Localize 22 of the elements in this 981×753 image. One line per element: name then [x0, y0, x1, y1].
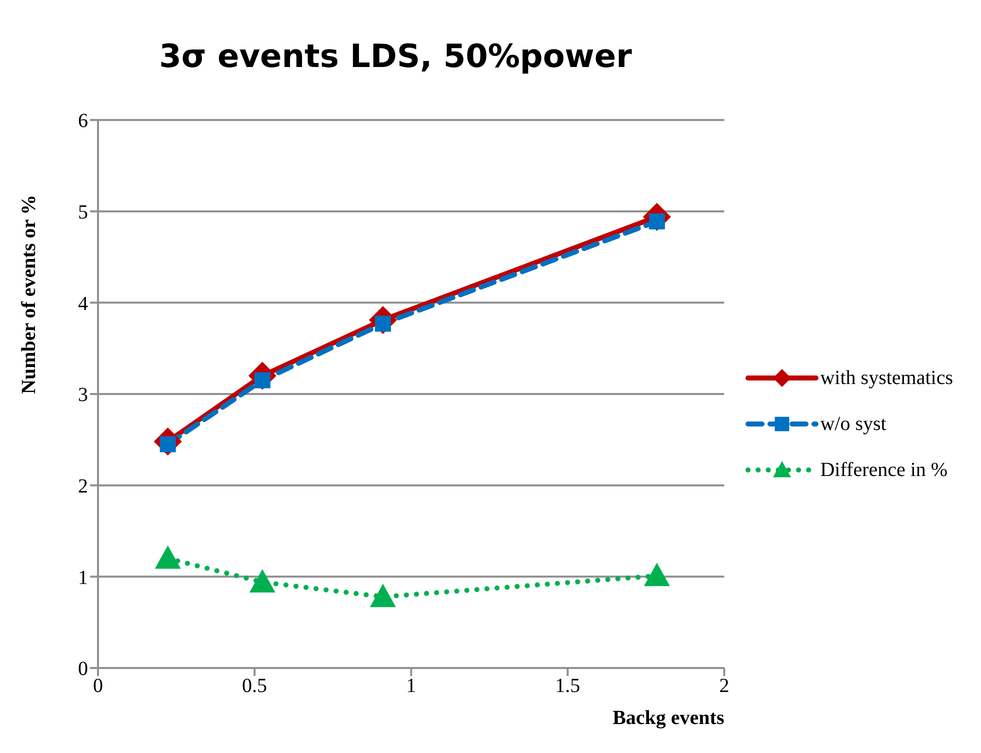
point: [249, 569, 276, 593]
y-tick-label: 0: [78, 658, 88, 680]
point: [644, 562, 670, 586]
legend-label: Difference in %: [820, 458, 948, 482]
x-tick-label: 1.5: [555, 675, 580, 698]
y-tick-label: 2: [78, 475, 88, 498]
y-tick-label: 4: [78, 292, 88, 315]
point: [154, 545, 181, 569]
x-tick-label: 1: [406, 675, 416, 698]
point: [370, 584, 396, 608]
y-tick-label: 1: [78, 566, 88, 589]
legend-label: w/o syst: [820, 412, 886, 436]
x-axis-title: Backg events: [612, 707, 724, 729]
y-tick-label: 5: [78, 201, 88, 224]
x-tick-label: 2: [719, 675, 730, 698]
y-axis-title: Number of events or %: [18, 194, 40, 394]
y-tick-label: 6: [78, 110, 88, 132]
legend-label: with systematics: [820, 366, 953, 390]
chart-title: 3σ events LDS, 50%power: [158, 36, 633, 77]
x-tick-label: 0: [93, 675, 103, 698]
y-tick-label: 3: [78, 384, 88, 406]
x-tick-label: 0.5: [242, 675, 268, 698]
